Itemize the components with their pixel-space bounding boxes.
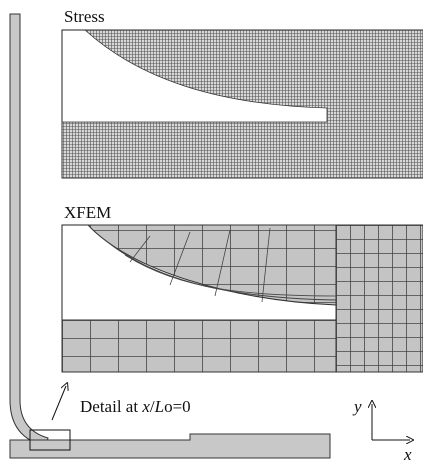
tube — [10, 14, 48, 446]
figure: Stress XFEM Detail at x/Lo=0 y x — [0, 0, 423, 464]
xfem-mesh — [62, 320, 336, 372]
y-axis-label: y — [352, 397, 362, 416]
x-axis-label: x — [403, 445, 412, 464]
panel-label: Stress — [64, 7, 105, 26]
annotation: Detail at x/Lo=0 — [80, 397, 191, 416]
arrow — [52, 386, 66, 420]
panel-label: XFEM — [64, 203, 111, 222]
base-plate — [10, 434, 330, 458]
xfem-mesh — [336, 225, 423, 372]
